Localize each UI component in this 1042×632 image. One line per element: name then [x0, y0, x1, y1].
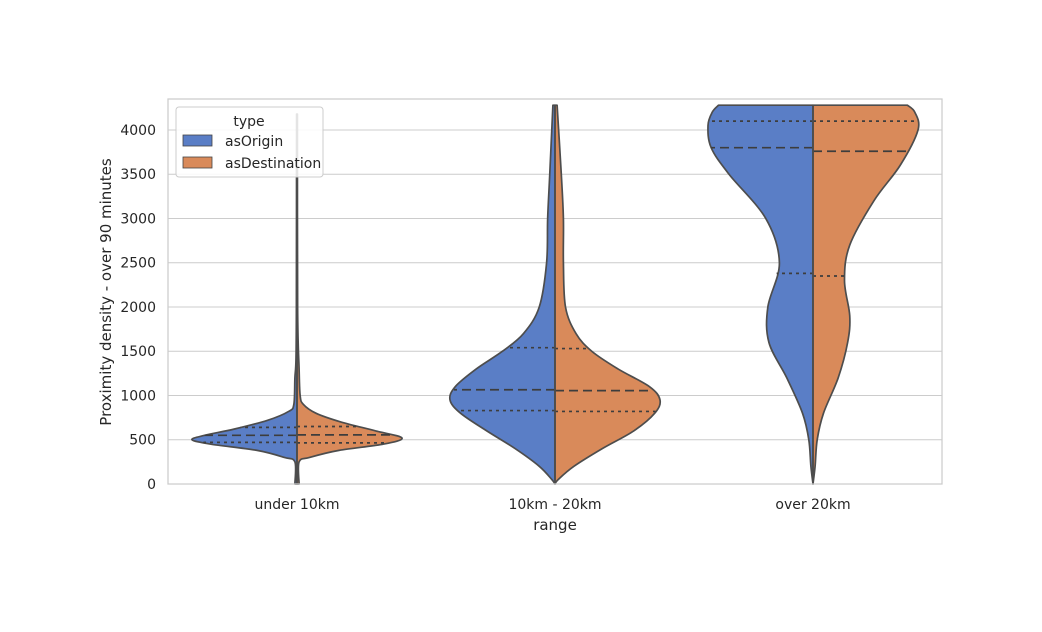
y-tick-label-0: 0: [147, 477, 156, 493]
plot-frame: [167, 98, 943, 485]
legend: type asOrigin asDestination: [175, 106, 324, 178]
violin-half-asorigin-3: [707, 104, 814, 485]
x-tick-label-1: under 10km: [254, 497, 339, 513]
y-tick-label-4000: 4000: [120, 123, 156, 139]
y-tick-label-1500: 1500: [120, 344, 156, 360]
violin-half-asdestination-1: [296, 113, 403, 485]
x-tick-label-3: over 20km: [775, 497, 850, 513]
y-axis-title: Proximity density - over 90 minutes: [97, 158, 115, 426]
legend-title: type: [233, 114, 264, 130]
y-tick-label-500: 500: [129, 433, 156, 449]
legend-box: [175, 106, 324, 178]
y-tick-label-1000: 1000: [120, 388, 156, 404]
legend-label-asorigin: asOrigin: [225, 134, 283, 150]
x-tick-label-2: 10km - 20km: [508, 497, 601, 513]
y-tick-label-3500: 3500: [120, 167, 156, 183]
x-axis-title: range: [533, 516, 577, 534]
x-tick-labels: under 10km 10km - 20km over 20km: [254, 497, 850, 513]
y-tick-label-3000: 3000: [120, 211, 156, 227]
violin-half-asorigin-1: [191, 113, 298, 485]
violin-half-asdestination-2: [554, 104, 662, 485]
violin-half-asdestination-3: [812, 104, 920, 485]
y-tick-labels: 0 500 1000 1500 2000 2500 3000 3500 4000: [120, 123, 156, 493]
legend-swatch-asdestination: [182, 156, 213, 169]
y-tick-label-2500: 2500: [120, 256, 156, 272]
legend-label-asdestination: asDestination: [225, 156, 321, 172]
legend-swatch-asorigin: [182, 134, 213, 147]
violins: [191, 104, 920, 485]
y-tick-label-2000: 2000: [120, 300, 156, 316]
